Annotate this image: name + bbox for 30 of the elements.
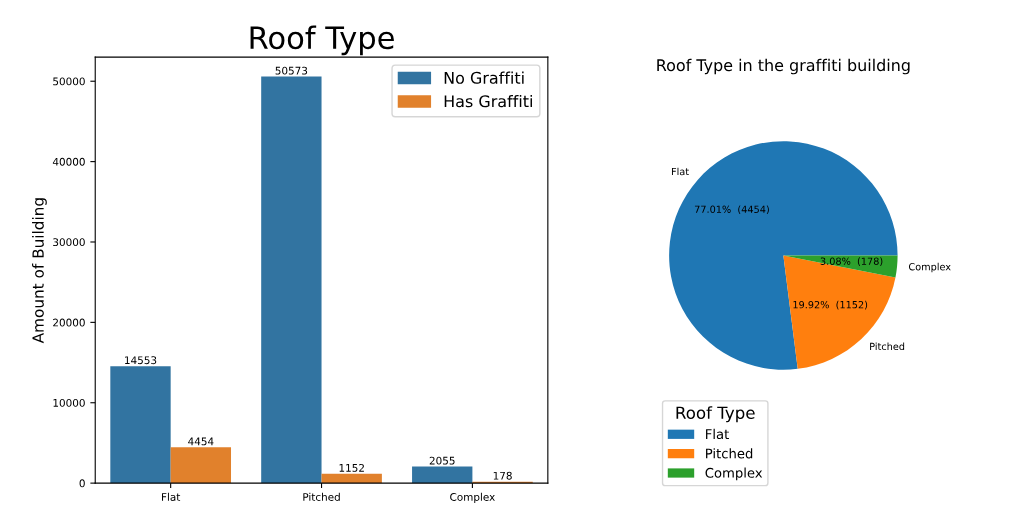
- data-label: 2055: [429, 456, 455, 465]
- slice-label: Flat: [671, 167, 689, 176]
- y-tick-label: 40000: [52, 157, 85, 166]
- x-tick-label: Flat: [162, 492, 181, 501]
- data-label: 178: [493, 471, 512, 480]
- legend-label: Has Graffiti: [444, 94, 532, 108]
- y-tick-label: 30000: [53, 238, 85, 247]
- chart-title: Roof Type: [250, 25, 394, 56]
- y-axis-title: Amount of Building: [32, 198, 47, 344]
- x-tick-label: Complex: [450, 492, 495, 503]
- legend-label: Flat: [706, 428, 729, 440]
- data-label: 77.01% (4454): [694, 205, 769, 215]
- y-tick-label: 50000: [53, 77, 85, 86]
- data-label: 19.92% (1152): [793, 300, 868, 310]
- data-label: 50573: [275, 66, 308, 75]
- slice-label: Pitched: [870, 342, 905, 351]
- data-label: 14553: [125, 356, 157, 365]
- legend-label: No Graffiti: [444, 71, 524, 84]
- legend-label: Complex: [705, 467, 763, 481]
- legend-label: Pitched: [706, 448, 753, 459]
- chart-title: Roof Type in the graffiti building: [657, 58, 910, 75]
- data-label: 3.08% (178): [820, 257, 883, 267]
- y-tick-label: 20000: [53, 318, 85, 327]
- y-tick-label: 10000: [53, 398, 85, 407]
- data-label: 4454: [188, 437, 214, 446]
- data-label: 1152: [339, 463, 364, 472]
- slice-label: Complex: [908, 262, 951, 273]
- y-tick-label: 0: [79, 479, 85, 488]
- legend-title: Roof Type: [676, 406, 755, 423]
- x-tick-label: Pitched: [303, 492, 340, 501]
